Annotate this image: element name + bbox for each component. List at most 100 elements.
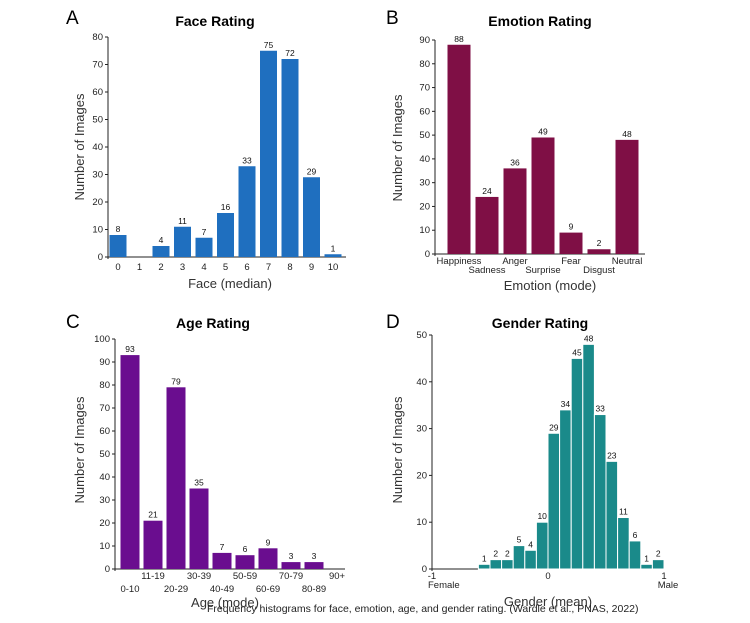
bar-age-80-89 bbox=[304, 562, 324, 569]
x-tick-label: 0 bbox=[545, 571, 550, 582]
data-label: 9 bbox=[569, 222, 574, 232]
x-tick-label: 4 bbox=[201, 262, 206, 273]
data-label: 48 bbox=[622, 129, 632, 139]
y-tick-label: 40 bbox=[419, 154, 430, 165]
x-tick-label: 10 bbox=[328, 262, 339, 273]
bar-gender-bin bbox=[605, 460, 619, 570]
bar-emotion-sadness bbox=[475, 196, 499, 254]
y-tick-label: 40 bbox=[92, 142, 103, 153]
x-tick-label: 6 bbox=[244, 262, 249, 273]
data-label: 2 bbox=[656, 549, 661, 559]
data-label: 10 bbox=[537, 511, 547, 521]
x-tick-label: 50-59 bbox=[233, 571, 257, 582]
figure-caption: Frequency histograms for face, emotion, … bbox=[207, 603, 639, 615]
panel-b-xlabel: Emotion (mode) bbox=[504, 278, 596, 293]
data-label: 49 bbox=[538, 126, 548, 136]
panel-b-ylabel: Number of Images bbox=[390, 94, 405, 201]
y-tick-label: 10 bbox=[99, 541, 110, 552]
y-tick-label: 10 bbox=[419, 225, 430, 236]
panel-a-face-rating: A Face Rating Number of Images Face (med… bbox=[66, 8, 346, 291]
y-tick-label: 80 bbox=[419, 59, 430, 70]
data-label: 24 bbox=[482, 186, 492, 196]
y-tick-label: 10 bbox=[92, 225, 103, 236]
panel-d-xlabel: Gender (mean) bbox=[504, 594, 592, 609]
y-tick-label: 0 bbox=[425, 249, 430, 260]
x-tick-label: 8 bbox=[287, 262, 292, 273]
y-tick-label: 20 bbox=[419, 201, 430, 212]
panel-b-title: Emotion Rating bbox=[488, 13, 591, 29]
bar-age-40-49 bbox=[212, 552, 232, 569]
y-tick-label: 80 bbox=[92, 32, 103, 43]
x-tick-label: Sadness bbox=[469, 265, 506, 276]
bar-age-50-59 bbox=[235, 555, 255, 569]
y-tick-label: 70 bbox=[419, 83, 430, 94]
x-tick-label: 5 bbox=[223, 262, 228, 273]
data-label: 2 bbox=[505, 549, 510, 559]
data-label: 45 bbox=[572, 347, 582, 357]
y-tick-label: 60 bbox=[419, 106, 430, 117]
data-label: 8 bbox=[116, 224, 121, 234]
data-label: 72 bbox=[285, 48, 295, 58]
data-label: 29 bbox=[307, 166, 317, 176]
x-tick-label: 1 bbox=[137, 262, 142, 273]
panel-letter-b: B bbox=[386, 8, 399, 29]
y-tick-label: 50 bbox=[416, 330, 427, 341]
y-tick-label: 100 bbox=[94, 334, 110, 345]
data-label: 1 bbox=[644, 553, 649, 563]
data-label: 4 bbox=[159, 235, 164, 245]
bar-age-60-69 bbox=[258, 548, 278, 569]
data-label: 75 bbox=[264, 40, 274, 50]
panel-letter-c: C bbox=[66, 312, 80, 333]
y-tick-label: 0 bbox=[422, 564, 427, 575]
bar-age-30-39 bbox=[189, 488, 209, 569]
x-tick-label: 30-39 bbox=[187, 571, 211, 582]
data-label: 35 bbox=[194, 478, 204, 488]
bar-gender-bin bbox=[651, 559, 665, 570]
panel-a-title: Face Rating bbox=[175, 13, 254, 29]
data-label: 11 bbox=[619, 507, 628, 517]
bar-age-11-19 bbox=[143, 520, 163, 569]
x-tick-label: 20-29 bbox=[164, 584, 188, 595]
bar-gender-bin bbox=[501, 559, 514, 570]
x-tick-label: 7 bbox=[266, 262, 271, 273]
panel-c-ylabel: Number of Images bbox=[72, 396, 87, 503]
y-tick-label: 10 bbox=[416, 517, 427, 528]
y-tick-label: 90 bbox=[99, 357, 110, 368]
data-label: 7 bbox=[202, 227, 207, 237]
x-tick-label: Happiness bbox=[437, 256, 482, 267]
bar-emotion-happiness bbox=[447, 44, 471, 254]
x-tick-label: 0 bbox=[115, 262, 120, 273]
data-label: 3 bbox=[289, 551, 294, 561]
x-tick-label: 80-89 bbox=[302, 584, 326, 595]
bar-gender-bin bbox=[593, 414, 607, 570]
y-tick-label: 30 bbox=[419, 178, 430, 189]
panel-c-title: Age Rating bbox=[176, 315, 250, 331]
data-label: 1 bbox=[331, 243, 336, 253]
data-label: 33 bbox=[242, 155, 252, 165]
y-tick-label: 40 bbox=[99, 472, 110, 483]
x-tick-label: Fear bbox=[561, 256, 581, 267]
x-tick-label: 60-69 bbox=[256, 584, 280, 595]
bar-face-9 bbox=[303, 177, 320, 257]
bar-age-70-79 bbox=[281, 562, 301, 569]
data-label: 33 bbox=[595, 404, 605, 414]
bar-age-20-29 bbox=[166, 387, 186, 569]
x-tick-label: 0-10 bbox=[120, 584, 139, 595]
x-tick-label: Anger bbox=[502, 256, 527, 267]
x-end-label-male: Male bbox=[658, 580, 679, 591]
panel-a-xlabel: Face (median) bbox=[188, 276, 272, 291]
data-label: 9 bbox=[266, 537, 271, 547]
panel-d-ylabel: Number of Images bbox=[390, 396, 405, 503]
data-label: 2 bbox=[493, 549, 498, 559]
bar-gender-bin bbox=[477, 563, 491, 570]
data-label: 36 bbox=[510, 157, 520, 167]
bar-face-3 bbox=[174, 226, 191, 257]
data-label: 11 bbox=[178, 216, 187, 226]
bar-face-6 bbox=[238, 166, 256, 257]
bar-gender-bin bbox=[489, 559, 503, 570]
bar-gender-bin bbox=[570, 357, 584, 570]
x-tick-label: Neutral bbox=[612, 256, 643, 267]
bar-face-10 bbox=[324, 254, 342, 257]
bar-gender-bin bbox=[559, 409, 572, 570]
